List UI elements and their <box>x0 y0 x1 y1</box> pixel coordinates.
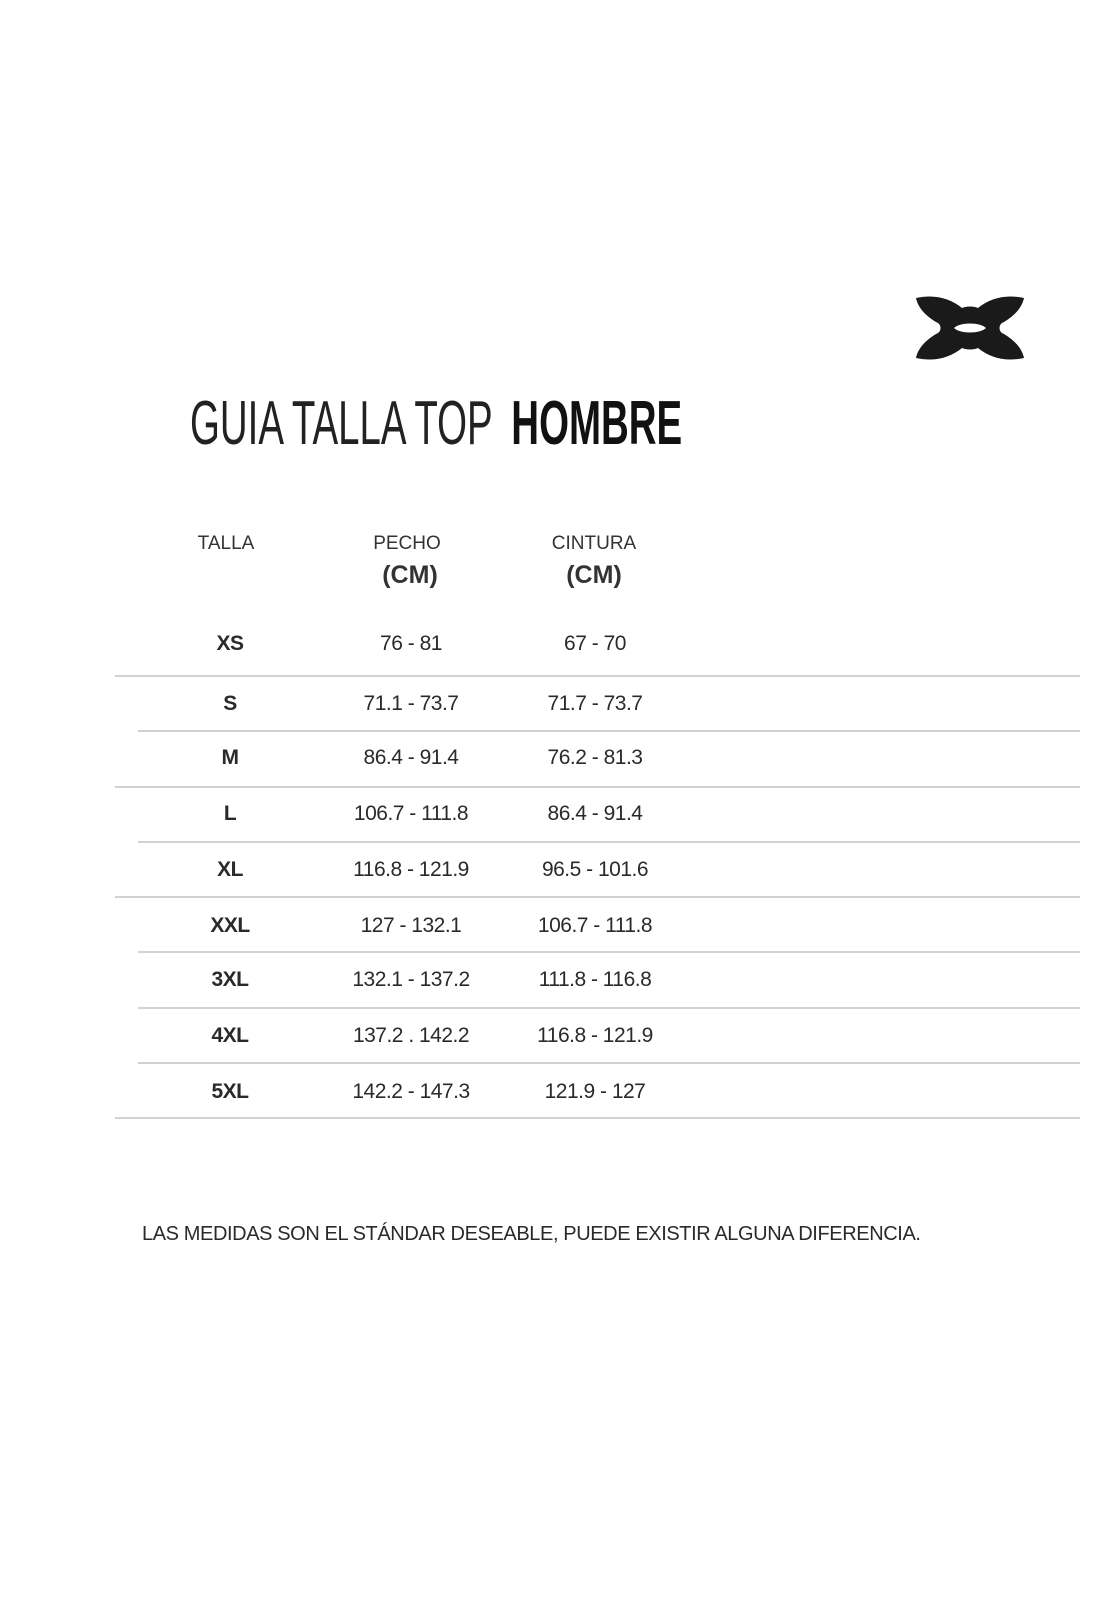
waist-cell: 121.9 - 127 <box>544 1080 646 1103</box>
row-divider <box>138 841 1080 843</box>
size-cell: M <box>221 746 240 769</box>
chest-cell: 127 - 132.1 <box>360 914 462 937</box>
size-cell: 3XL <box>211 968 249 991</box>
waist-cell: 86.4 - 91.4 <box>547 802 643 825</box>
row-divider <box>138 951 1080 953</box>
chest-cell: 76 - 81 <box>380 632 442 655</box>
row-divider <box>138 1062 1080 1064</box>
header-cintura: CINTURA <box>551 533 637 554</box>
waist-cell: 71.7 - 73.7 <box>547 692 643 715</box>
chest-cell: 132.1 - 137.2 <box>352 968 470 991</box>
size-cell: XXL <box>210 914 250 937</box>
header-pecho: PECHO <box>373 533 441 554</box>
under-armour-logo <box>916 296 1024 360</box>
waist-cell: 67 - 70 <box>564 632 626 655</box>
chest-cell: 142.2 - 147.3 <box>352 1080 470 1103</box>
row-divider <box>115 1117 1080 1119</box>
waist-cell: 76.2 - 81.3 <box>547 746 643 769</box>
page-title: GUIA TALLA TOP HOMBRE <box>190 388 682 459</box>
waist-cell: 96.5 - 101.6 <box>541 858 649 881</box>
header-pecho-unit: (CM) <box>382 561 438 589</box>
waist-cell: 106.7 - 111.8 <box>537 914 653 937</box>
title-light: GUIA TALLA TOP <box>190 389 493 458</box>
chest-cell: 137.2 . 142.2 <box>352 1024 470 1047</box>
size-cell: XS <box>216 632 244 655</box>
chest-cell: 116.8 - 121.9 <box>353 858 469 881</box>
size-cell: S <box>223 692 237 715</box>
size-cell: 4XL <box>211 1024 249 1047</box>
size-cell: 5XL <box>211 1080 249 1103</box>
chest-cell: 71.1 - 73.7 <box>363 692 459 715</box>
row-divider <box>115 675 1080 677</box>
size-cell: L <box>223 802 237 825</box>
waist-cell: 111.8 - 116.8 <box>538 968 652 991</box>
title-bold: HOMBRE <box>511 389 683 458</box>
header-talla: TALLA <box>197 533 255 554</box>
chest-cell: 86.4 - 91.4 <box>363 746 459 769</box>
row-divider <box>138 1007 1080 1009</box>
row-divider <box>115 896 1080 898</box>
disclaimer-note: LAS MEDIDAS SON EL STÁNDAR DESEABLE, PUE… <box>142 1223 921 1245</box>
size-cell: XL <box>217 858 243 881</box>
row-divider <box>115 786 1080 788</box>
row-divider <box>138 730 1080 732</box>
chest-cell: 106.7 - 111.8 <box>353 802 469 825</box>
header-cintura-unit: (CM) <box>566 561 622 589</box>
waist-cell: 116.8 - 121.9 <box>537 1024 653 1047</box>
